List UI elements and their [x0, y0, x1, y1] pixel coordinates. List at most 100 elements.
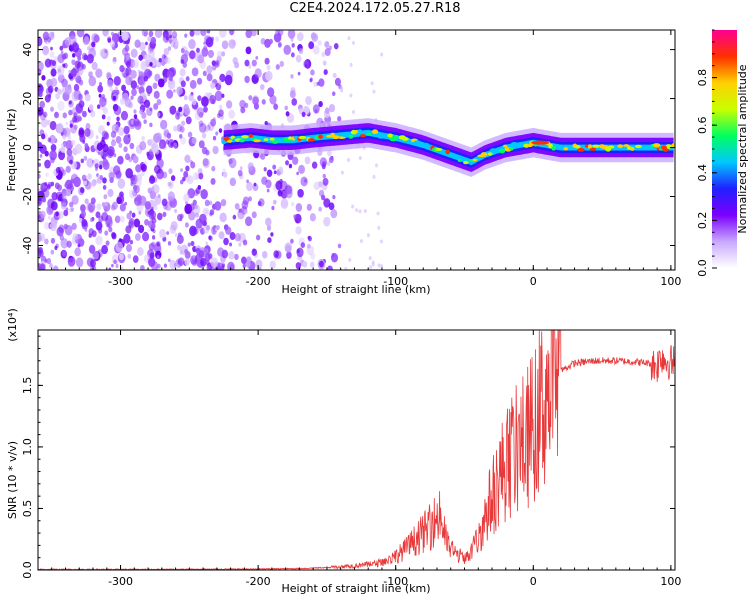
noise-speckle [130, 69, 137, 79]
noise-speckle [49, 120, 57, 131]
noise-speckle [83, 36, 90, 44]
noise-speckle [241, 256, 247, 265]
noise-speckle [102, 158, 109, 167]
y-tick-label: -20 [21, 188, 34, 206]
noise-speckle [110, 130, 117, 139]
noise-speckle [207, 49, 214, 59]
noise-speckle [153, 164, 161, 174]
noise-speckle [372, 89, 376, 94]
noise-speckle [317, 40, 322, 46]
noise-speckle [196, 107, 205, 117]
noise-speckle [277, 42, 282, 48]
noise-speckle [74, 143, 83, 154]
noise-speckle [125, 244, 132, 253]
noise-speckle [199, 213, 207, 225]
noise-speckle [83, 180, 88, 186]
ridge-blob [308, 138, 315, 142]
noise-speckle [298, 107, 304, 114]
noise-speckle [292, 156, 299, 165]
noise-speckle [180, 59, 185, 65]
noise-speckle [321, 51, 326, 58]
ridge-blob [551, 145, 556, 151]
noise-speckle [73, 89, 82, 100]
noise-speckle [148, 41, 156, 52]
noise-speckle [144, 54, 153, 65]
noise-speckle [175, 40, 179, 46]
noise-speckle [210, 178, 216, 185]
noise-speckle [295, 262, 302, 270]
colorbar-tick-label: 0.0 [696, 259, 709, 277]
noise-speckle [144, 201, 151, 210]
noise-speckle [150, 36, 157, 45]
x-tick-label: -200 [246, 275, 271, 288]
noise-speckle [119, 191, 124, 198]
noise-speckle [192, 172, 199, 181]
noise-speckle [272, 199, 277, 205]
noise-speckle [349, 62, 353, 67]
noise-speckle [120, 266, 124, 270]
noise-speckle [234, 233, 241, 242]
ridge-blob [298, 135, 307, 140]
ridge-blob [563, 147, 568, 151]
noise-speckle [290, 74, 294, 79]
noise-speckle [129, 142, 135, 150]
noise-speckle [188, 93, 194, 102]
noise-speckle [99, 96, 107, 107]
noise-speckle [228, 251, 235, 260]
noise-speckle [80, 204, 86, 213]
ridge-blob [499, 148, 506, 154]
noise-speckle [39, 154, 43, 158]
noise-speckle [187, 242, 191, 247]
noise-speckle [117, 127, 125, 136]
noise-speckle [185, 165, 190, 172]
noise-speckle [170, 220, 178, 231]
noise-speckle [83, 54, 88, 61]
noise-speckle [55, 166, 61, 174]
noise-speckle [215, 82, 222, 91]
snr-frame [37, 329, 676, 571]
noise-speckle [143, 119, 147, 124]
y-tick-label: 0.0 [21, 561, 34, 579]
noise-speckle [331, 91, 336, 97]
noise-speckle [240, 106, 246, 114]
noise-speckle [302, 260, 308, 268]
noise-speckle [156, 241, 161, 247]
noise-speckle [273, 170, 277, 175]
noise-speckle [44, 150, 49, 157]
noise-speckle [98, 164, 103, 170]
noise-speckle [108, 226, 113, 233]
x-tick-label: -100 [383, 575, 408, 588]
noise-speckle [155, 132, 162, 142]
noise-speckle [187, 131, 193, 138]
noise-speckle [74, 247, 81, 257]
noise-speckle [209, 209, 215, 216]
noise-speckle [53, 265, 59, 270]
noise-speckle [40, 118, 48, 128]
noise-speckle [136, 173, 143, 182]
noise-speckle [148, 30, 154, 37]
noise-speckle [47, 137, 52, 143]
noise-speckles [38, 30, 384, 270]
noise-speckle [326, 265, 333, 270]
noise-speckle [43, 37, 48, 43]
noise-speckle [337, 243, 342, 249]
y-tick-label: 0 [21, 144, 34, 151]
ridge-blob [263, 138, 269, 141]
noise-speckle [68, 100, 72, 105]
noise-speckle [377, 263, 381, 268]
noise-speckle [322, 173, 326, 179]
noise-speckle [95, 221, 103, 231]
noise-speckle [176, 86, 183, 96]
noise-speckle [220, 198, 227, 207]
noise-speckle [266, 169, 273, 178]
noise-speckle [133, 114, 138, 119]
noise-speckle [101, 212, 109, 222]
noise-speckle [244, 75, 250, 84]
noise-speckle [205, 241, 209, 246]
noise-speckle [283, 44, 292, 55]
noise-speckle [101, 114, 106, 120]
noise-speckle [111, 263, 114, 268]
noise-speckle [196, 47, 200, 53]
noise-speckle [277, 30, 284, 37]
noise-speckle [221, 51, 226, 57]
